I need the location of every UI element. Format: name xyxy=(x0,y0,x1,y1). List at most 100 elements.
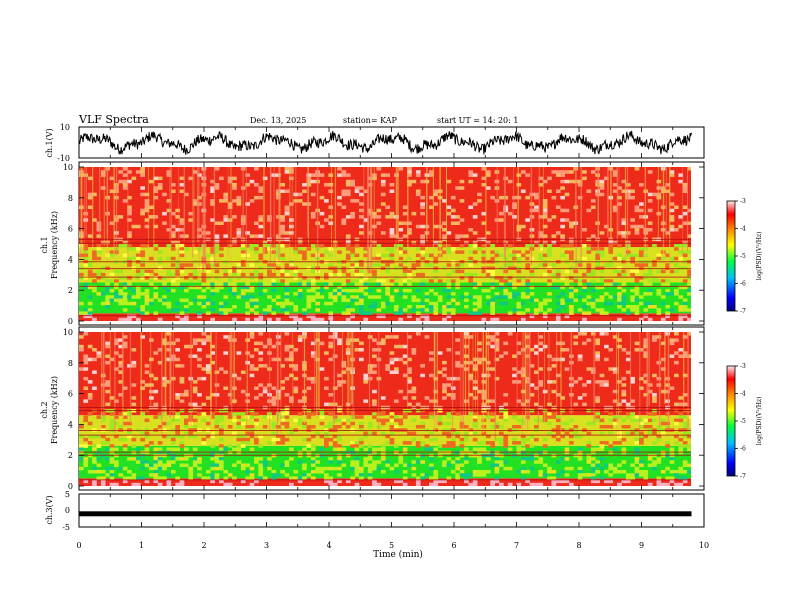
spectrogram-cell xyxy=(157,186,163,190)
spectrogram-cell xyxy=(175,282,180,286)
spectrogram-cell xyxy=(149,383,154,387)
spectrogram-cell xyxy=(127,470,132,474)
spectrogram-cell xyxy=(135,170,141,174)
spectrogram-cell xyxy=(520,317,526,321)
spectrogram-cell xyxy=(639,295,644,299)
x-tick-label: 7 xyxy=(514,541,519,550)
spectrogram-cell xyxy=(140,412,145,416)
spectrogram-cell xyxy=(595,341,600,346)
spectrogram-cell xyxy=(153,186,159,190)
spectrogram-cell xyxy=(332,418,338,423)
spectrogram-cell xyxy=(647,457,653,461)
spectrogram-cell xyxy=(149,338,154,342)
spectrogram-cell xyxy=(577,282,583,286)
spectrogram-cell xyxy=(538,253,544,258)
spectrogram-cell xyxy=(175,308,180,312)
spectrogram-cell xyxy=(656,186,662,190)
spectrogram-cell xyxy=(538,470,544,474)
spectrogram-cell xyxy=(485,231,491,235)
spectrogram-cell xyxy=(83,247,89,251)
spectrogram-cell xyxy=(122,282,128,286)
spectrogram-cell xyxy=(525,250,530,254)
spectrogram-cell xyxy=(656,292,662,296)
spectrogram-cell xyxy=(499,425,504,429)
spectrogram-cell xyxy=(345,256,351,261)
spectrogram-cell xyxy=(590,463,596,467)
spectrogram-cell xyxy=(542,179,548,184)
spectrogram-cell xyxy=(682,470,688,474)
spectrogram-cell xyxy=(577,434,583,439)
spectrogram-cell xyxy=(656,376,662,381)
spectrogram-cell xyxy=(516,269,522,274)
spectrogram-cell xyxy=(665,428,670,432)
spectrogram-cell xyxy=(446,288,452,293)
spectrogram-cell xyxy=(227,202,233,206)
spectrogram-cell xyxy=(468,276,474,280)
spectrogram-cell xyxy=(192,386,198,390)
spectrogram-cell xyxy=(197,348,202,352)
spectrogram-cell xyxy=(407,221,412,225)
spectrogram-cell xyxy=(367,288,373,293)
spectrogram-cell xyxy=(223,447,229,451)
spectrogram-cell xyxy=(105,441,110,445)
spectrogram-cell xyxy=(240,441,246,445)
spectrogram-cell xyxy=(87,314,93,319)
spectrogram-cell xyxy=(590,279,596,283)
spectrogram-cell xyxy=(227,308,233,312)
spectrogram-cell xyxy=(302,189,307,193)
spectrogram-cell xyxy=(477,295,482,299)
spectrogram-cell xyxy=(293,305,299,309)
spectrogram-cell xyxy=(380,457,386,461)
spectrogram-cell xyxy=(411,473,417,477)
spectrogram-cell xyxy=(332,386,338,390)
spectrogram-cell xyxy=(516,282,522,286)
spectrogram-cell xyxy=(560,301,565,306)
spectrogram-cell xyxy=(293,476,299,480)
spectrogram-cell xyxy=(367,425,373,429)
spectrogram-cell xyxy=(617,256,622,261)
spectrogram-cell xyxy=(687,208,691,213)
spectrogram-cell xyxy=(407,276,412,280)
spectrogram-cell xyxy=(302,437,307,442)
spectrogram-cell xyxy=(267,457,272,461)
spectrogram-cell xyxy=(407,272,412,277)
spectrogram-cell xyxy=(542,202,548,206)
y-tick-label: 10 xyxy=(63,163,73,172)
spectrogram-cell xyxy=(477,282,482,286)
spectrogram-cell xyxy=(534,482,539,486)
spectrogram-cell xyxy=(499,463,504,467)
spectrogram-cell xyxy=(617,434,622,439)
spectrogram-cell xyxy=(140,272,145,277)
spectrogram-cell xyxy=(499,441,504,445)
spectrogram-cell xyxy=(319,415,325,419)
spectrogram-cell xyxy=(254,221,259,225)
spectrogram-cell xyxy=(394,335,399,339)
spectrogram-cell xyxy=(367,466,373,471)
spectrogram-cell xyxy=(100,301,106,306)
spectrogram-cell xyxy=(122,444,128,448)
spectrogram-cell xyxy=(660,341,666,346)
spectrogram-cell xyxy=(398,292,404,296)
spectrogram-cell xyxy=(625,195,631,200)
spectrogram-cell xyxy=(621,479,627,484)
spectrogram-cell xyxy=(302,476,307,480)
spectrogram-cell xyxy=(385,247,390,251)
spectrogram-cell xyxy=(450,431,456,435)
spectrogram-cell xyxy=(367,421,373,426)
spectrogram-cell xyxy=(188,272,194,277)
spectrogram-cell xyxy=(564,447,570,451)
spectrogram-cell xyxy=(170,234,176,238)
spectrogram-cell xyxy=(249,298,255,302)
spectrogram-cell xyxy=(398,311,404,315)
spectrogram-cell xyxy=(192,428,198,432)
spectrogram-cell xyxy=(468,376,474,381)
spectrogram-cell xyxy=(477,305,482,309)
spectrogram-cell xyxy=(319,341,325,346)
spectrogram-cell xyxy=(455,221,460,225)
spectrogram-cell xyxy=(599,192,605,197)
spectrogram-cell xyxy=(512,308,517,312)
spectrogram-cell xyxy=(516,370,522,374)
spectrogram-cell xyxy=(542,473,548,477)
spectrogram-cell xyxy=(490,482,495,486)
